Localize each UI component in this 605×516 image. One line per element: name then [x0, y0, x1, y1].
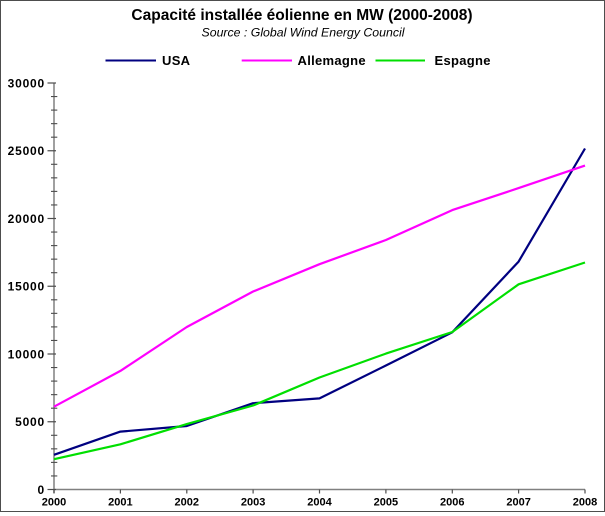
svg-text:2002: 2002 — [175, 497, 199, 509]
svg-text:2006: 2006 — [440, 497, 464, 509]
svg-text:20000: 20000 — [8, 212, 45, 226]
svg-text:2003: 2003 — [241, 497, 265, 509]
svg-text:10000: 10000 — [8, 347, 45, 361]
svg-text:Capacité installée éolienne en: Capacité installée éolienne en MW (2000-… — [131, 7, 472, 24]
svg-text:2004: 2004 — [307, 497, 332, 509]
svg-text:5000: 5000 — [15, 415, 45, 429]
svg-text:2007: 2007 — [506, 497, 530, 509]
svg-text:2008: 2008 — [573, 497, 597, 509]
svg-text:Allemagne: Allemagne — [298, 53, 366, 68]
svg-text:USA: USA — [162, 53, 191, 68]
svg-text:Source : Global Wind Energy Co: Source : Global Wind Energy Council — [202, 26, 406, 40]
svg-text:0: 0 — [38, 483, 45, 497]
svg-text:2000: 2000 — [42, 497, 66, 509]
svg-text:30000: 30000 — [8, 76, 45, 90]
svg-text:25000: 25000 — [8, 144, 45, 158]
svg-text:2005: 2005 — [374, 497, 398, 509]
svg-text:Espagne: Espagne — [435, 53, 491, 68]
svg-text:15000: 15000 — [8, 280, 45, 294]
svg-text:2001: 2001 — [108, 497, 132, 509]
